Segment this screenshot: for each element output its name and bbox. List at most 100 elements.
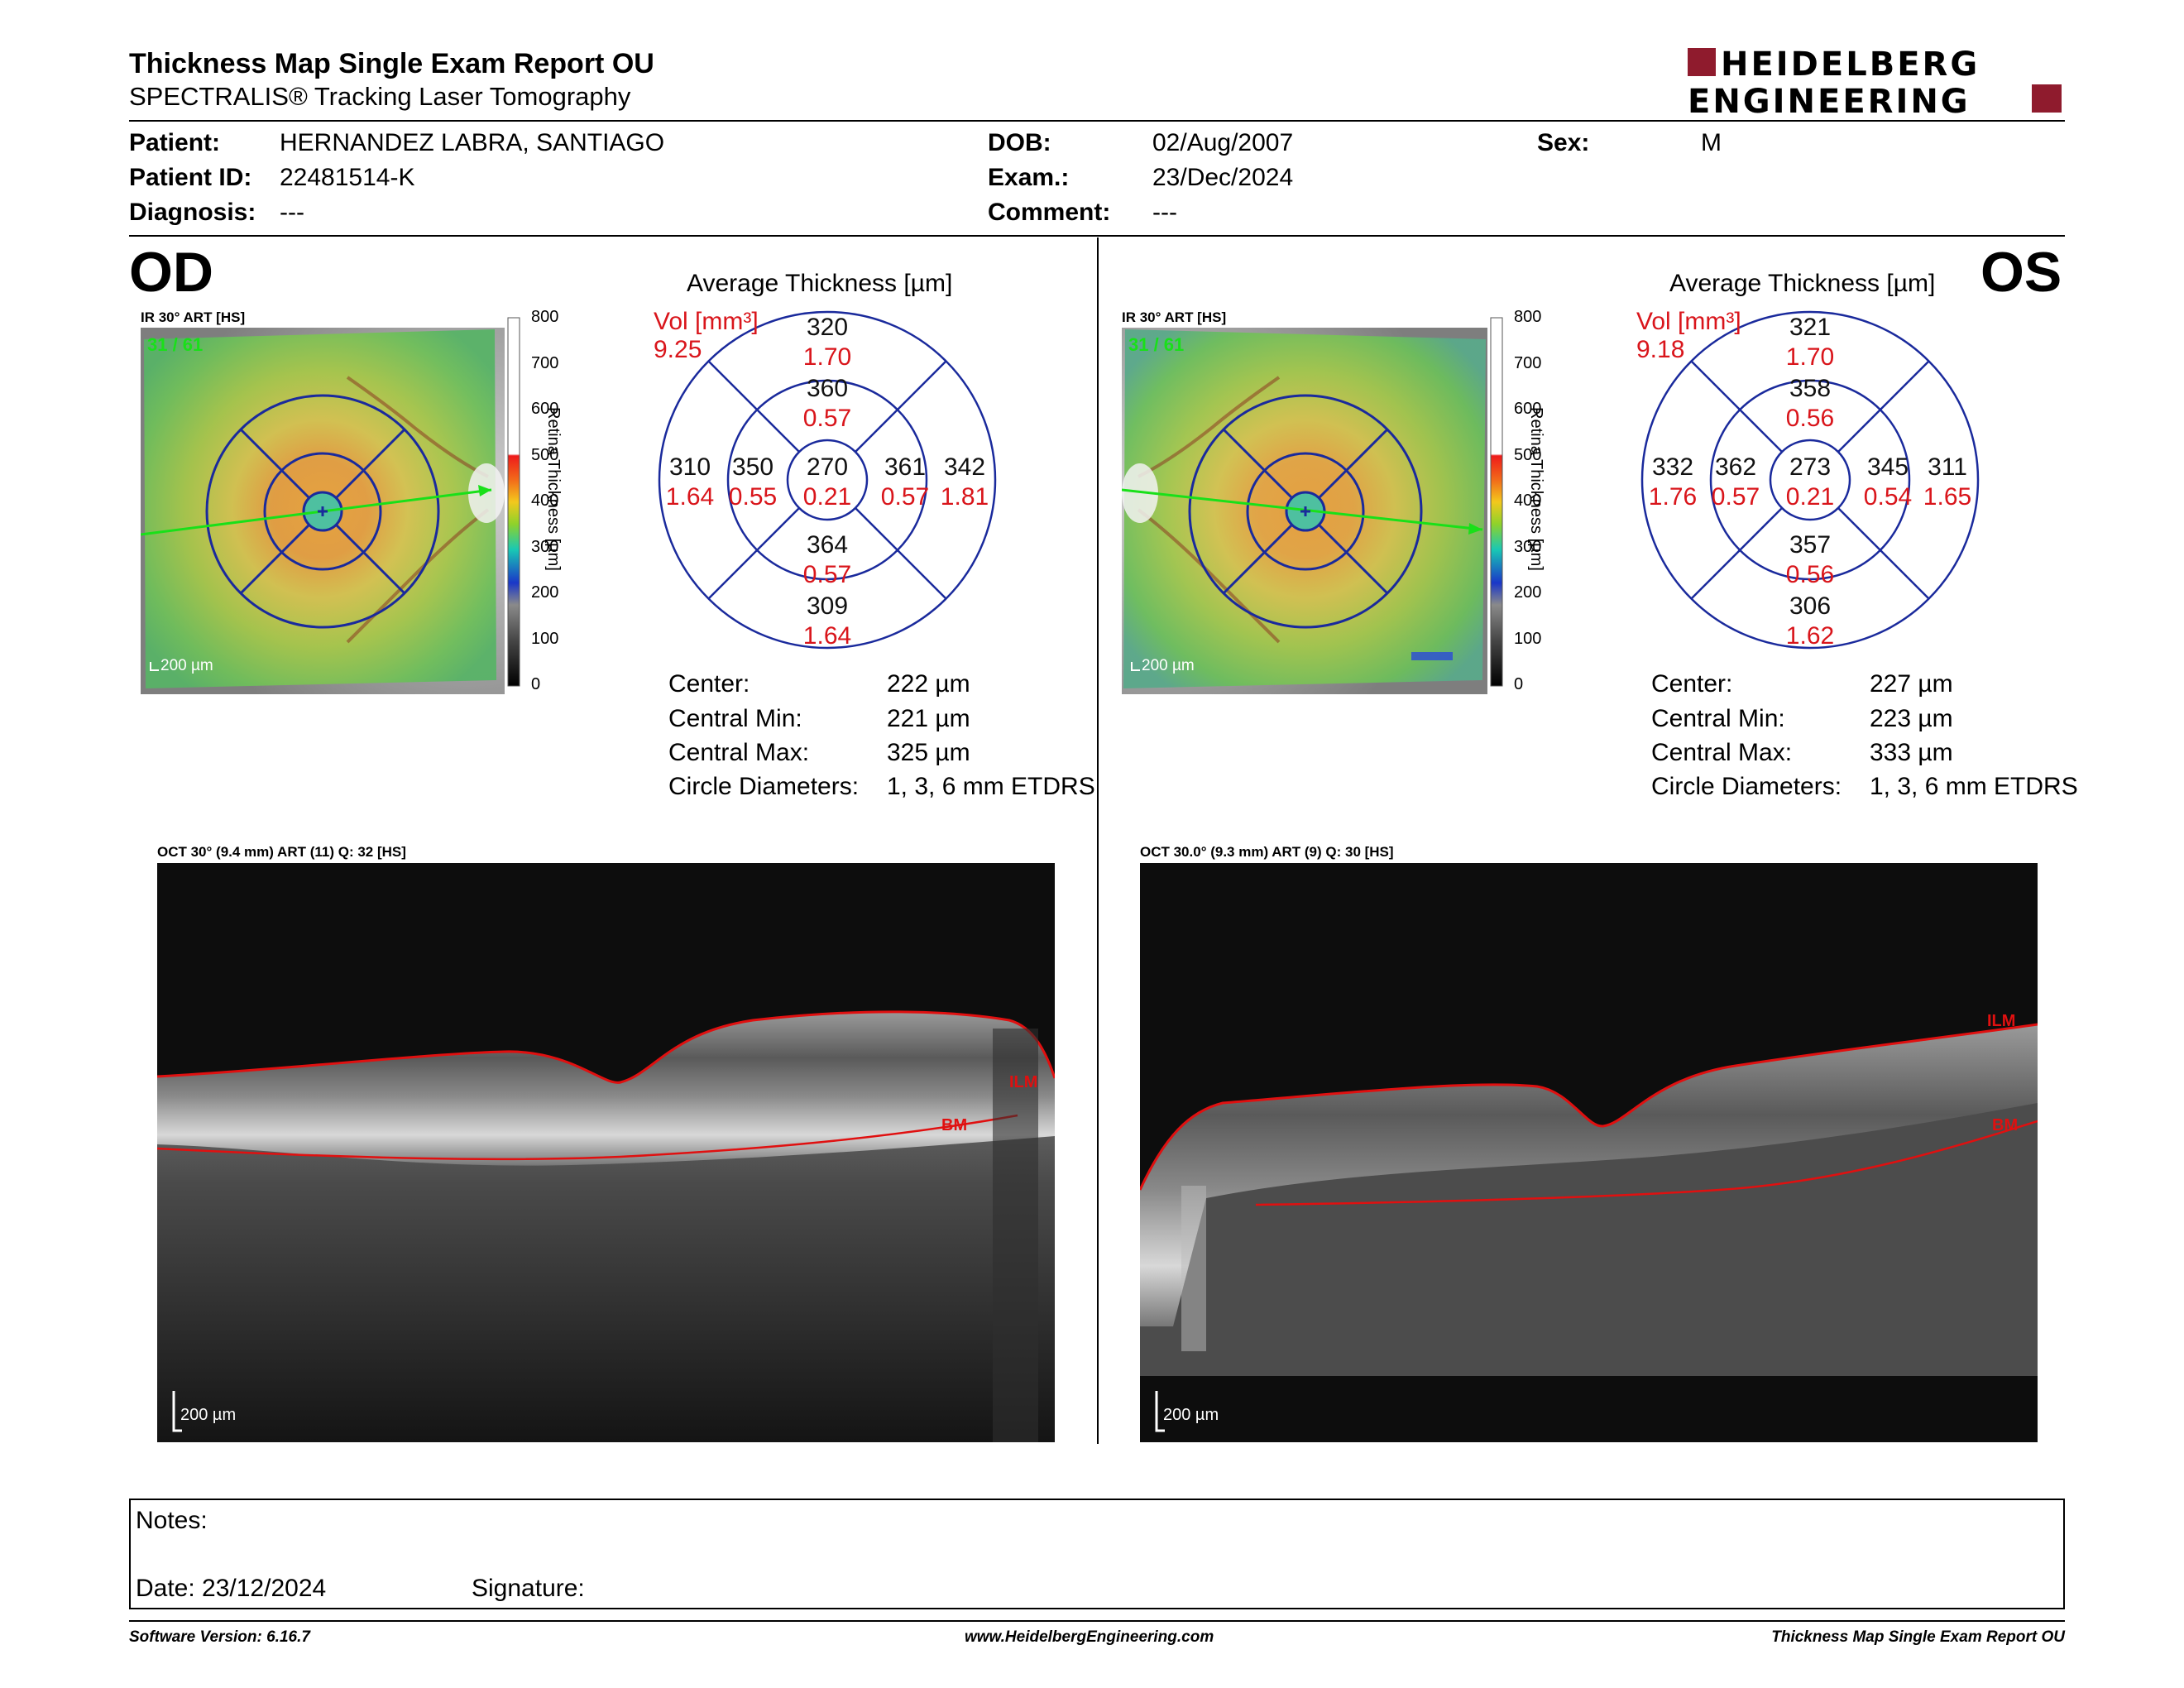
od-inner-left-volume: 0.55 — [729, 483, 777, 511]
scale-tick: 100 — [1514, 630, 1542, 648]
os-vol-label: Vol [mm³] — [1636, 308, 1741, 335]
patient-id-value: 22481514-K — [280, 164, 415, 191]
os-fundus-image: 31 / 61 200 µm — [1121, 328, 1487, 694]
footer-report-name: Thickness Map Single Exam Report OU — [1771, 1628, 2065, 1646]
scale-tick: 400 — [531, 492, 559, 510]
notes-signature-label: Signature: — [472, 1575, 585, 1602]
comment-label: Comment: — [988, 199, 1111, 226]
footer-software-version: Software Version: 6.16.7 — [129, 1628, 310, 1646]
od-inner-inferior-thickness: 364 — [807, 531, 848, 559]
os-ilm-label: ILM — [1987, 1012, 2016, 1030]
os-oct-scale: 200 µm — [1163, 1406, 1219, 1424]
od-fundus-overlay: 31 / 61 — [147, 334, 204, 355]
od-fundus-scale: 200 µm — [160, 657, 213, 674]
os-diam-label: Circle Diameters: — [1651, 773, 1842, 800]
os-oct-caption: OCT 30.0° (9.3 mm) ART (9) Q: 30 [HS] — [1140, 844, 1394, 860]
scale-tick: 600 — [531, 400, 559, 418]
patient-name: HERNANDEZ LABRA, SANTIAGO — [280, 129, 665, 156]
scale-tick: 500 — [1514, 446, 1542, 464]
od-min-value: 221 µm — [887, 705, 970, 732]
scale-tick: 700 — [1514, 354, 1542, 372]
os-outer-superior-thickness: 321 — [1789, 314, 1831, 341]
notes-date: Date: 23/12/2024 — [136, 1575, 327, 1602]
os-outer-left-volume: 1.76 — [1649, 483, 1697, 511]
os-inner-left-thickness: 362 — [1715, 453, 1756, 481]
od-ilm-label: ILM — [1009, 1073, 1038, 1091]
os-outer-superior-volume: 1.70 — [1786, 343, 1834, 371]
od-fundus-image: 31 / 61 200 µm — [140, 328, 505, 694]
patient-divider — [129, 235, 2065, 237]
scale-tick: 700 — [531, 354, 559, 372]
os-inner-right-volume: 0.54 — [1864, 483, 1912, 511]
os-bm-label: BM — [1992, 1116, 2019, 1134]
svg-text:HEIDELBERG: HEIDELBERG — [1721, 46, 1980, 84]
os-inner-superior-thickness: 358 — [1789, 375, 1831, 402]
od-vol-value: 9.25 — [654, 336, 702, 363]
od-outer-superior-thickness: 320 — [807, 314, 848, 341]
od-etdrs-grid: 320 1.70 360 0.57 310 1.64 350 0.55 270 … — [650, 270, 998, 659]
patient-label: Patient: — [129, 129, 221, 156]
notes-label: Notes: — [136, 1507, 208, 1534]
report-title: Thickness Map Single Exam Report OU — [129, 48, 654, 79]
os-etdrs-grid: 321 1.70 358 0.56 332 1.76 362 0.57 273 … — [1633, 270, 1980, 659]
od-inner-right-thickness: 361 — [884, 453, 926, 481]
od-oct-caption: OCT 30° (9.4 mm) ART (11) Q: 32 [HS] — [157, 844, 406, 860]
od-inner-superior-thickness: 360 — [807, 375, 848, 402]
od-color-scale: 800 700 600 500 400 300 200 100 0 Retina… — [506, 308, 597, 700]
od-inner-inferior-volume: 0.57 — [803, 561, 851, 588]
os-outer-inferior-volume: 1.62 — [1786, 622, 1834, 650]
od-diam-label: Circle Diameters: — [668, 773, 860, 800]
od-outer-left-volume: 1.64 — [666, 483, 714, 511]
scale-label: Retina Thickness [µm] — [1527, 407, 1545, 571]
od-outer-inferior-volume: 1.64 — [803, 622, 851, 650]
sex-label: Sex: — [1537, 129, 1590, 156]
exam-label: Exam.: — [988, 164, 1070, 191]
od-outer-right-volume: 1.81 — [941, 483, 989, 511]
od-outer-superior-volume: 1.70 — [803, 343, 851, 371]
od-center-volume: 0.21 — [803, 483, 851, 511]
os-center-thickness: 273 — [1789, 453, 1831, 481]
patient-id-label: Patient ID: — [129, 164, 252, 191]
os-center-value: 227 µm — [1870, 670, 1953, 698]
os-center-volume: 0.21 — [1786, 483, 1834, 511]
od-outer-inferior-thickness: 309 — [807, 592, 848, 620]
scale-tick: 800 — [1514, 308, 1542, 326]
scale-label: Retina Thickness [µm] — [544, 407, 563, 571]
os-fundus-scale: 200 µm — [1142, 657, 1195, 674]
dob-label: DOB: — [988, 129, 1051, 156]
od-oct-scale: 200 µm — [180, 1406, 237, 1424]
eye-divider — [1097, 237, 1099, 1444]
os-outer-right-volume: 1.65 — [1923, 483, 1971, 511]
header-divider — [129, 120, 2065, 122]
os-color-scale: 800 700 600 500 400 300 200 100 0 Retina… — [1489, 308, 1580, 700]
comment-value: --- — [1152, 199, 1177, 226]
od-diam-value: 1, 3, 6 mm ETDRS — [887, 773, 1095, 800]
od-outer-right-thickness: 342 — [944, 453, 985, 481]
od-inner-left-thickness: 350 — [732, 453, 774, 481]
notes-box: Notes: Date: 23/12/2024 Signature: — [129, 1499, 2065, 1609]
od-bm-label: BM — [941, 1116, 968, 1134]
od-outer-left-thickness: 310 — [669, 453, 711, 481]
scale-tick: 200 — [1514, 583, 1542, 602]
scale-tick: 300 — [531, 538, 559, 556]
os-inner-inferior-volume: 0.56 — [1786, 561, 1834, 588]
os-fundus-caption: IR 30° ART [HS] — [1122, 309, 1227, 325]
os-inner-left-volume: 0.57 — [1712, 483, 1760, 511]
footer-website-link[interactable]: www.HeidelbergEngineering.com — [965, 1628, 1214, 1646]
dob-value: 02/Aug/2007 — [1152, 129, 1294, 156]
heidelberg-logo: HEIDELBERG ENGINEERING — [1684, 46, 2065, 121]
os-min-label: Central Min: — [1651, 705, 1785, 732]
os-inner-superior-volume: 0.56 — [1786, 405, 1834, 432]
diagnosis-label: Diagnosis: — [129, 199, 256, 226]
diagnosis-value: --- — [280, 199, 304, 226]
od-max-value: 325 µm — [887, 739, 970, 766]
od-center-label: Center: — [668, 670, 750, 698]
os-grid-title: Average Thickness [µm] — [1669, 270, 1936, 297]
os-inner-inferior-thickness: 357 — [1789, 531, 1831, 559]
od-inner-right-volume: 0.57 — [881, 483, 929, 511]
os-fundus-overlay: 31 / 61 — [1128, 334, 1185, 355]
svg-text:ENGINEERING: ENGINEERING — [1688, 83, 1971, 116]
scale-tick: 100 — [531, 630, 559, 648]
od-min-label: Central Min: — [668, 705, 802, 732]
report-subtitle: SPECTRALIS® Tracking Laser Tomography — [129, 82, 631, 111]
